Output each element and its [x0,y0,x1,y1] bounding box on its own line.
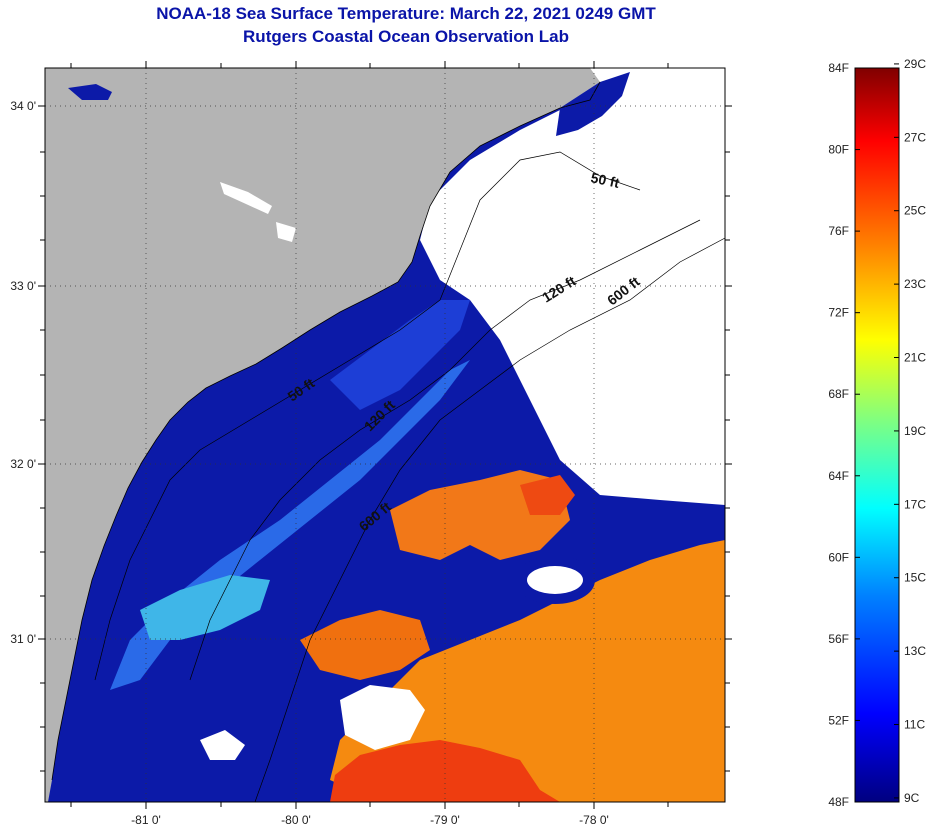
cyan-patch [140,575,270,640]
chart-subtitle: Rutgers Coastal Ocean Observation Lab [243,27,569,46]
lon-label-78: -78 0' [579,813,609,827]
colorbar-label-c-7: 15C [904,571,926,585]
contour-50ft [94,151,641,681]
hot-water-band [330,740,560,802]
colorbar-label-c-0: 29C [904,57,926,71]
colorbar-label-f-4: 68F [828,387,849,401]
colorbar-label-c-4: 21C [904,351,926,365]
colorbar-label-f-9: 48F [828,795,849,809]
axis-ticks [38,61,732,809]
cool-eddy [527,566,583,594]
colorbar-ticks [855,63,899,803]
inland-lake-moultrie [220,182,272,214]
lon-label-79: -79 0' [430,813,460,827]
mid-blue-shelf [330,300,470,410]
sst-map: 50 ft 120 ft 600 ft 50 ft 120 ft 600 ft [45,68,725,802]
colorbar-label-f-5: 64F [828,469,849,483]
cloud-cover-northeast [420,68,725,505]
lat-label-31: 31 0' [10,632,36,646]
lat-label-34: 34 0' [10,99,36,113]
land-mainland [45,68,600,802]
inland-lake-small [276,222,296,242]
colorbar-label-c-1: 27C [904,130,926,144]
colorbar-label-f-8: 52F [828,713,849,727]
colorbar-label-c-5: 19C [904,424,926,438]
contour-600ft [254,237,725,802]
warm-patch-east [520,475,575,515]
lon-label-81: -81 0' [131,813,161,827]
colorbar-label-f-7: 56F [828,632,849,646]
inland-bay-north [556,72,630,136]
warm-patch-south [300,610,430,680]
cloud-blob-south [340,685,425,750]
lon-label-80: -80 0' [281,813,311,827]
lat-label-32: 32 0' [10,457,36,471]
colorbar-label-c-6: 17C [904,497,926,511]
colorbar: 84F 80F 76F 72F 68F 64F 60F 56F 52F 48F 29C 27C 25C… [828,57,926,809]
colorbar-fahrenheit-labels: 84F 80F 76F 72F 68F 64F 60F 56F 52F 48F [828,61,849,809]
graticule [45,68,725,802]
coastline [51,81,601,781]
colorbar-label-c-10: 9C [904,791,920,805]
colorbar-label-f-6: 60F [828,550,849,564]
warm-water-southeast [330,540,725,802]
contour-label-50ft-north: 50 ft [589,169,621,191]
colorbar-label-c-2: 25C [904,204,926,218]
inland-lake-marion [68,84,112,100]
colorbar-celsius-labels: 29C 27C 25C 23C 21C 19C 17C 15C 13C 11C 9C [904,57,926,805]
colorbar-label-f-0: 84F [828,61,849,75]
colorbar-gradient [854,67,900,803]
colorbar-label-f-1: 80F [828,143,849,157]
colorbar-label-c-3: 23C [904,277,926,291]
cloud-blob-southwest [200,730,245,760]
chart-title: NOAA-18 Sea Surface Temperature: March 2… [156,4,656,23]
contour-120ft [189,219,701,681]
colorbar-label-c-8: 13C [904,644,926,658]
colorbar-label-f-3: 72F [828,306,849,320]
cool-eddy-ring [515,556,595,604]
map-frame [44,67,726,803]
colorbar-label-c-9: 11C [904,718,925,732]
lat-label-33: 33 0' [10,279,36,293]
colorbar-label-f-2: 76F [828,224,849,238]
